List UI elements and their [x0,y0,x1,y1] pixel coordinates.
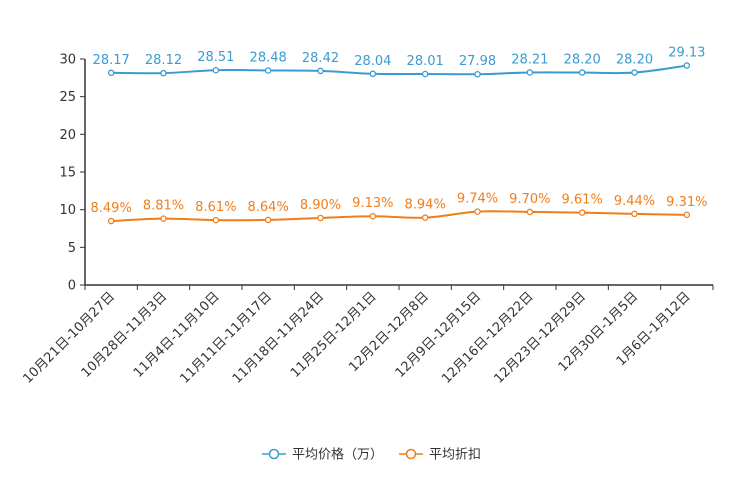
y-tick-label: 10 [59,203,76,218]
data-label-discount: 8.61% [195,200,236,215]
x-tick-label: 12月23日-12月29日 [492,289,589,386]
data-label-discount: 8.64% [248,200,289,215]
data-label-price: 28.04 [354,54,391,69]
legend-circle-icon [405,448,417,460]
legend-label: 平均价格（万） [292,447,383,463]
data-point-price[interactable] [317,67,324,75]
data-label-price: 28.17 [93,53,130,68]
x-tick-label: 11月11日-11月17日 [178,289,275,386]
data-label-discount: 8.90% [300,198,341,213]
data-point-price[interactable] [578,69,586,76]
data-point-discount[interactable] [683,211,691,219]
data-labels: 28.17 28.12 28.51 28.48 28.42 28.04 28.01 27.98… [91,46,708,216]
legend-item-price[interactable]: 平均价格（万） [262,447,383,463]
data-label-price: 28.20 [564,53,601,68]
data-point-discount[interactable] [474,208,481,215]
y-tick-label: 20 [59,128,76,143]
legend-circle-icon [268,448,280,460]
x-tick-label: 12月16日-12月22日 [439,289,536,386]
data-label-discount: 9.74% [457,192,498,207]
data-label-price: 28.48 [250,50,287,65]
data-label-price: 28.42 [302,51,339,66]
x-tick-label: 10月21日-10月27日 [21,289,118,386]
data-label-discount: 9.13% [352,196,393,211]
series-group [107,62,691,225]
data-point-discount[interactable] [369,212,377,220]
y-tick-label: 0 [68,279,76,294]
data-label-discount: 9.44% [614,194,655,209]
series-line-discount [111,210,687,223]
data-label-price: 29.13 [668,46,705,61]
series-line-price [111,64,687,76]
data-point-discount[interactable] [421,214,429,221]
data-label-price: 28.21 [511,52,548,67]
data-point-price[interactable] [683,62,691,69]
data-point-price[interactable] [160,69,167,77]
data-label-discount: 8.81% [143,199,184,214]
data-point-discount[interactable] [578,209,586,216]
data-point-discount[interactable] [160,215,167,222]
data-label-discount: 8.94% [405,198,446,213]
data-label-price: 28.51 [197,50,234,65]
data-label-discount: 9.31% [666,195,707,210]
y-tick-label: 5 [68,241,76,256]
legend: 平均价格（万） 平均折扣 [262,447,481,463]
data-label-price: 28.12 [145,53,182,68]
data-label-price: 28.20 [616,53,653,68]
data-point-discount[interactable] [317,214,324,222]
data-point-discount[interactable] [107,217,115,225]
data-point-discount[interactable] [212,216,220,224]
legend-item-discount[interactable]: 平均折扣 [399,448,481,463]
y-tick-label: 15 [59,166,76,181]
data-point-price[interactable] [107,69,115,77]
data-point-price[interactable] [474,70,481,78]
data-label-price: 27.98 [459,54,496,69]
data-label-discount: 9.70% [509,192,550,207]
data-point-price[interactable] [264,67,272,74]
data-label-discount: 8.49% [91,201,132,216]
legend-label: 平均折扣 [429,448,481,463]
data-point-price[interactable] [526,69,534,76]
y-tick-label: 25 [59,90,76,105]
y-tick-label: 30 [59,53,76,68]
data-label-price: 28.01 [407,54,444,69]
data-label-discount: 9.61% [562,193,603,208]
x-tick-label: 11月18日-11月24日 [230,289,327,386]
data-point-discount[interactable] [526,208,534,216]
data-point-price[interactable] [421,70,429,78]
data-point-discount[interactable] [264,216,272,224]
data-point-price[interactable] [212,66,220,74]
data-point-discount[interactable] [631,210,638,218]
data-point-price[interactable] [369,70,377,78]
data-point-price[interactable] [631,69,638,76]
